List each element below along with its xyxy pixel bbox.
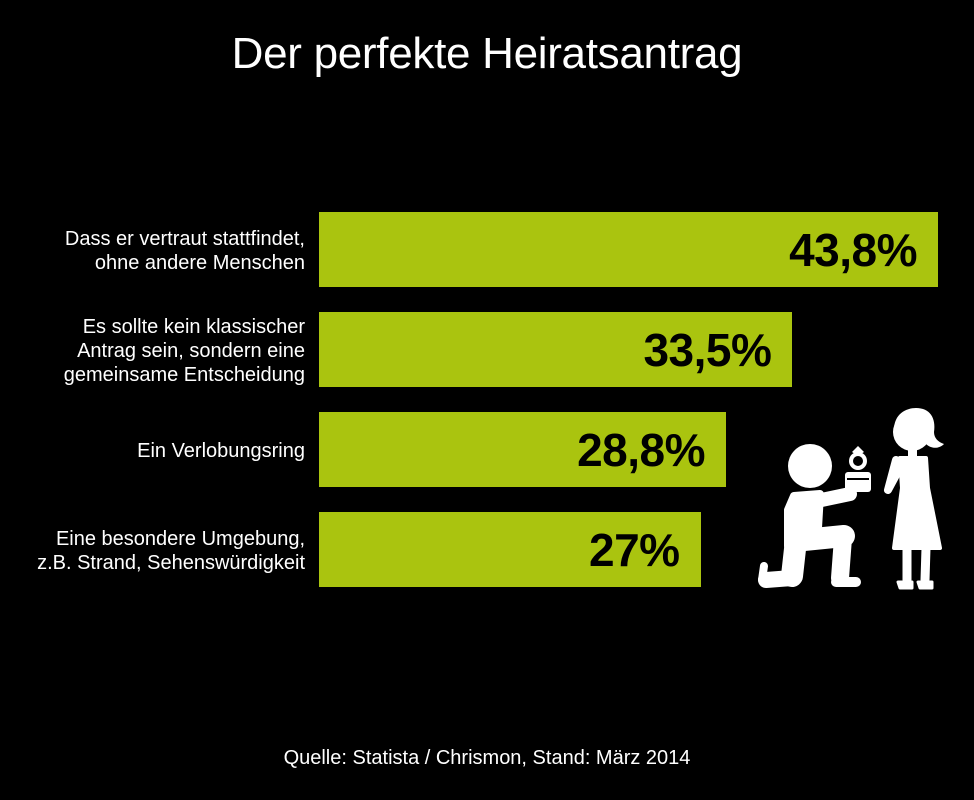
ring-box xyxy=(845,472,871,492)
ring-box-icon xyxy=(845,446,871,492)
man-back-shin xyxy=(758,570,800,588)
proposal-icon xyxy=(758,408,944,590)
woman-neck xyxy=(908,448,917,460)
woman-head xyxy=(893,413,931,451)
man-head xyxy=(788,444,832,488)
bar-row: Es sollte kein klassischer Antrag sein, … xyxy=(0,312,974,387)
woman-figure xyxy=(884,408,944,590)
bar-row: Ein Verlobungsring 28,8% xyxy=(0,412,974,487)
source-note: Quelle: Statista / Chrismon, Stand: März… xyxy=(283,747,691,769)
man-back-foot xyxy=(758,562,768,584)
ring-diamond xyxy=(852,446,864,456)
woman-right-leg xyxy=(920,543,931,585)
woman-dress xyxy=(892,456,942,550)
ring xyxy=(849,452,867,470)
woman-arm xyxy=(884,456,906,494)
value-label: 28,8% xyxy=(577,423,705,476)
category-label: Es sollte kein klassischer Antrag sein, … xyxy=(63,316,305,386)
man-figure xyxy=(758,444,861,588)
category-label: Ein Verlobungsring xyxy=(137,440,305,462)
value-label: 27% xyxy=(589,523,680,576)
bar: 28,8% xyxy=(319,412,726,487)
value-label: 43,8% xyxy=(789,223,917,276)
man-back-thigh xyxy=(781,529,807,587)
bar-row: Eine besondere Umgebung, z.B. Strand, Se… xyxy=(0,512,974,587)
woman-right-shoe xyxy=(916,580,934,590)
bar: 43,8% xyxy=(319,212,938,287)
value-label: 33,5% xyxy=(643,323,772,376)
chart-title: Der perfekte Heiratsantrag xyxy=(231,29,743,78)
bar-chart: Dass er vertraut stattfindet, ohne ander… xyxy=(0,212,974,587)
category-label: Dass er vertraut stattfindet, ohne ander… xyxy=(64,228,305,274)
category-label: Eine besondere Umgebung, z.B. Strand, Se… xyxy=(37,528,305,574)
bar: 27% xyxy=(319,512,701,587)
bar: 33,5% xyxy=(319,312,793,387)
man-front-shin xyxy=(831,529,852,587)
man-arm xyxy=(805,487,857,509)
bar-row: Dass er vertraut stattfindet, ohne ander… xyxy=(0,212,974,287)
woman-left-shoe xyxy=(896,580,914,590)
